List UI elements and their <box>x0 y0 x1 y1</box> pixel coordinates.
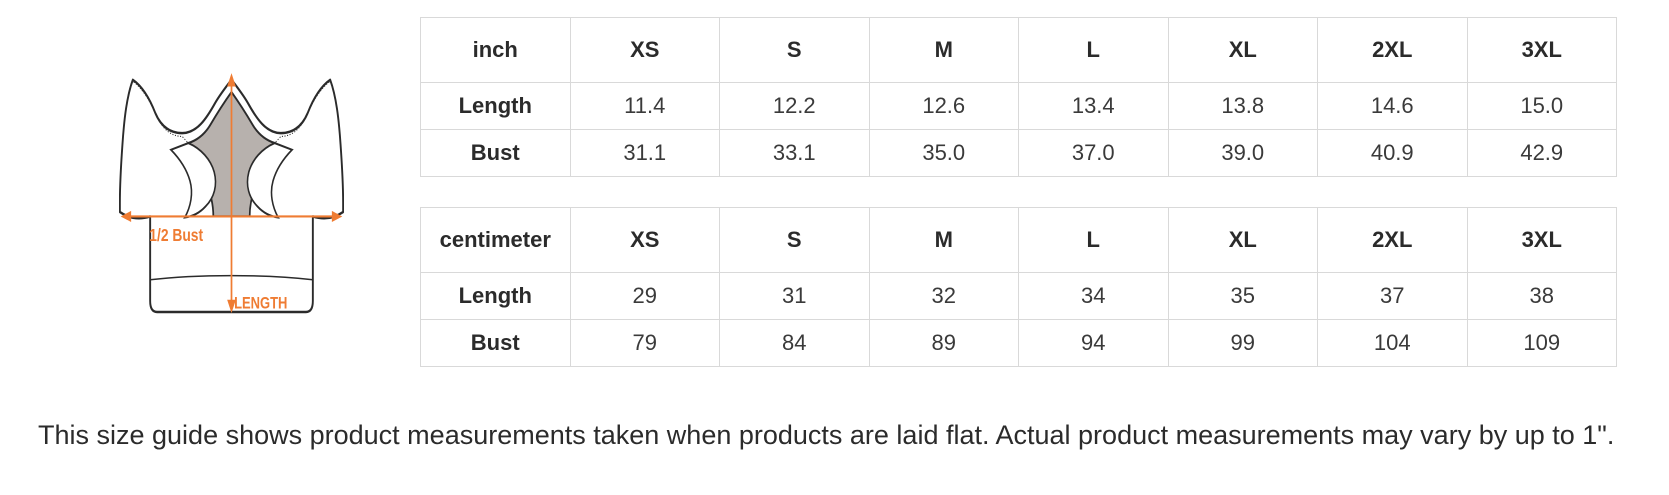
svg-text:1/2 Bust: 1/2 Bust <box>149 226 203 245</box>
svg-text:LENGTH: LENGTH <box>234 294 287 313</box>
